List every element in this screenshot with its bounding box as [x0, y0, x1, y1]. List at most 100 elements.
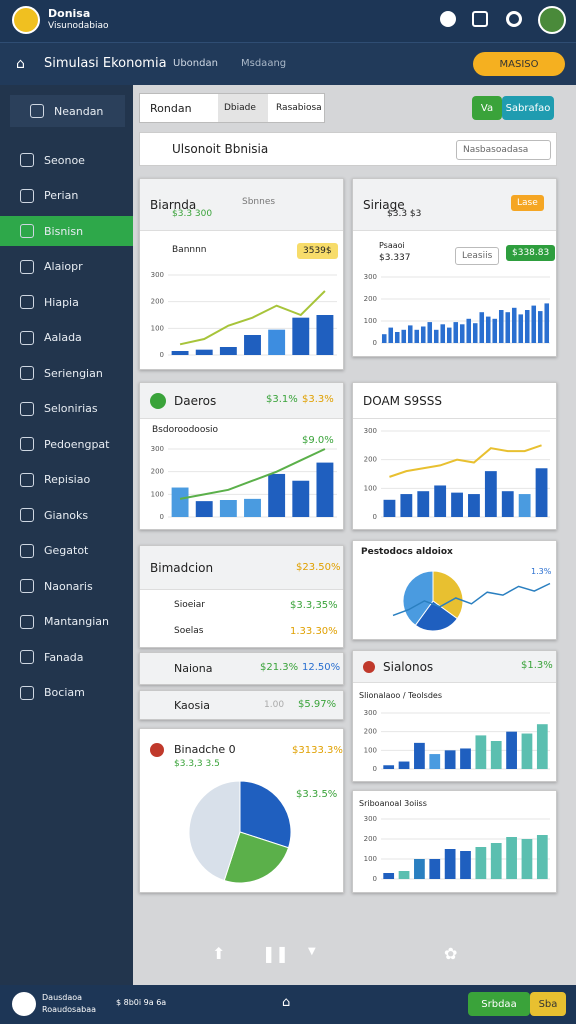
card-sub: $3.3,3 3.5	[174, 759, 220, 769]
chip: Sbnnes	[242, 197, 276, 207]
sidebar-item[interactable]: Gianoks	[0, 500, 133, 530]
sidebar-item[interactable]: Bisnisn	[0, 216, 133, 246]
sidebar-item[interactable]: Fanada	[0, 642, 133, 672]
bar	[383, 499, 396, 517]
nav-tab[interactable]: Ubondan	[173, 58, 218, 69]
dropdown[interactable]: Nasbasoadasa	[456, 140, 551, 160]
toolbar: Rondan Dbiade Rasabiosa	[139, 93, 325, 123]
sidebar-label[interactable]: Perian	[44, 189, 79, 202]
sidebar-item[interactable]: Seonoe	[0, 145, 133, 175]
control[interactable]: ❚❚	[262, 944, 289, 963]
bar	[407, 325, 413, 343]
tab[interactable]: Dbiade	[218, 94, 268, 122]
bar	[401, 329, 407, 343]
chart: 0 100 200 300	[364, 273, 550, 347]
sidebar-label[interactable]: Seonoe	[44, 153, 85, 167]
icon[interactable]	[472, 11, 488, 27]
sidebar-item[interactable]: Perian	[0, 181, 133, 211]
card: Bimadcion $23.50% Sioeiar $3.3,35% Soela…	[139, 545, 344, 648]
sidebar-label[interactable]: Selonirias	[44, 402, 98, 415]
value: 1.3%	[531, 567, 552, 576]
button[interactable]: Sba	[530, 992, 566, 1016]
sidebar-label[interactable]: Bisnisn	[44, 224, 84, 238]
sidebar-label[interactable]: Mantangian	[44, 615, 109, 628]
sidebar-item[interactable]: Bociam	[0, 678, 133, 708]
sidebar-item[interactable]: Mantangian	[0, 607, 133, 637]
card: Pestodocs aldoiox 1.3%	[352, 540, 557, 640]
button[interactable]: Srbdaa	[468, 992, 530, 1016]
sidebar-label[interactable]: Bociam	[44, 686, 85, 699]
bar	[537, 311, 543, 343]
label: Bsdoroodoosio	[152, 425, 219, 435]
logo	[12, 992, 36, 1016]
bar	[244, 335, 261, 355]
bar	[414, 859, 425, 879]
sidebar-item[interactable]: Hiapia	[0, 287, 133, 317]
bar	[433, 329, 439, 343]
footer: Dausdaoa Roaudosabaa $ 8b0i 9a 6a ⌂ Srbd…	[0, 985, 576, 1024]
icon[interactable]: ⌂	[282, 995, 291, 1010]
tab[interactable]: Rondan	[150, 102, 192, 115]
sidebar-item[interactable]: Pedoengpat	[0, 429, 133, 459]
sidebar-label[interactable]: Hiapia	[44, 295, 79, 309]
bar	[468, 494, 480, 517]
card-title: Bimadcion	[150, 560, 214, 575]
sidebar-item[interactable]: Aalada	[0, 323, 133, 353]
value: $9.0%	[302, 435, 334, 446]
bar	[219, 500, 237, 517]
bar	[244, 498, 261, 517]
y-tick-label: 0	[373, 875, 377, 883]
nav-button[interactable]: MASISO	[473, 52, 565, 76]
control[interactable]: ⬆	[212, 944, 226, 963]
sidebar-item[interactable]: Gegatot	[0, 536, 133, 566]
card-title: Daeros	[174, 393, 217, 408]
icon[interactable]	[506, 11, 522, 27]
bar	[453, 322, 459, 343]
brand-sub: Visunodabiao	[48, 21, 109, 31]
y-tick-label: 100	[364, 746, 377, 754]
label: Bannnn	[172, 245, 207, 255]
bar	[316, 462, 334, 517]
sidebar-label[interactable]: Pedoengpat	[44, 437, 110, 451]
bar	[485, 316, 491, 343]
sidebar-item[interactable]: Alaiopr	[0, 252, 133, 282]
tab[interactable]: Rasabiosa	[276, 103, 322, 113]
sidebar-label[interactable]: Repisiao	[44, 473, 91, 486]
control[interactable]: ✿	[444, 944, 458, 963]
y-tick-label: 100	[364, 484, 377, 492]
sidebar-label[interactable]: Gegatot	[44, 544, 89, 557]
avatar[interactable]	[538, 6, 566, 34]
sidebar-item[interactable]: Naonaris	[0, 571, 133, 601]
sidebar-item[interactable]: Neandan	[10, 95, 125, 127]
button[interactable]: Va	[472, 96, 502, 120]
sidebar-item[interactable]: Repisiao	[0, 465, 133, 495]
y-tick-label: 300	[151, 445, 164, 453]
bar	[440, 324, 446, 343]
home-icon[interactable]: ⌂	[16, 56, 25, 72]
card: Biarnda $3.3 300 Sbnnes Bannnn 3539$ 0 10…	[139, 178, 344, 370]
nav-tab[interactable]: Msdaang	[241, 58, 287, 69]
sidebar-item[interactable]: Selonirias	[0, 394, 133, 424]
control[interactable]: ▼	[308, 946, 316, 957]
sidebar-label[interactable]: Fanada	[44, 650, 84, 664]
sidebar-label[interactable]: Alaiopr	[44, 260, 83, 273]
icon[interactable]	[440, 11, 456, 27]
bar	[536, 724, 548, 769]
sidebar-label[interactable]: Neandan	[54, 104, 104, 118]
sidebar-label[interactable]: Seriengian	[44, 366, 103, 380]
sidebar-label[interactable]: Gianoks	[44, 508, 89, 522]
card: Binadche 0 $3.3,3 3.5 $3133.3% $3.3.5%	[139, 728, 344, 893]
button[interactable]: Sabrafao	[502, 96, 554, 120]
sidebar-item[interactable]: Seriengian	[0, 358, 133, 388]
sidebar-label[interactable]: Aalada	[44, 331, 82, 344]
y-tick-label: 300	[364, 427, 377, 435]
pie-slice	[414, 600, 458, 632]
pie-slice	[239, 780, 292, 849]
y-tick-label: 100	[151, 490, 164, 498]
bar	[400, 494, 413, 517]
sidebar-label[interactable]: Naonaris	[44, 579, 93, 593]
bar	[388, 327, 394, 343]
value: $5.97%	[298, 699, 337, 710]
brand: Donisa	[48, 7, 91, 20]
card-title: Pestodocs aldoiox	[361, 547, 453, 557]
